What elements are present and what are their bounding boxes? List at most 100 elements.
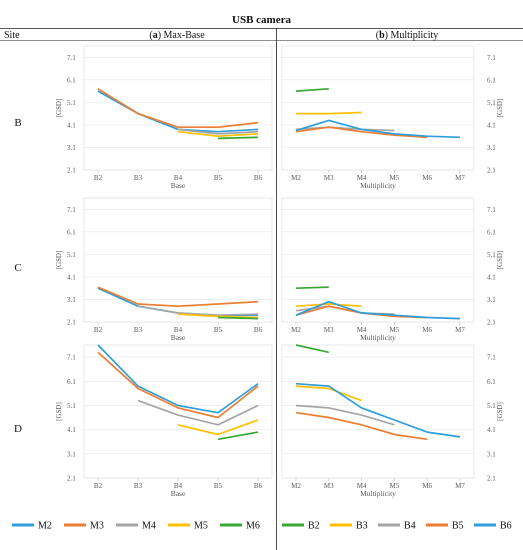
y-tick-label: 5.1 [67, 251, 76, 259]
x-tick-label: M5 [390, 482, 400, 490]
y-axis-label: [GSD] [496, 99, 504, 118]
y-axis-label: [GSD] [55, 99, 63, 118]
y-tick-label: 5.1 [487, 251, 496, 259]
y-tick-label: 3.1 [487, 450, 496, 458]
x-tick-label: M7 [455, 482, 465, 490]
series-line-b3 [296, 111, 362, 115]
series-line-m6 [217, 316, 259, 320]
legend-label-b2: B2 [308, 521, 320, 532]
column-a-header: (a) Max-Base [149, 30, 205, 41]
x-tick-label: M3 [324, 482, 334, 490]
series-line-b6 [295, 300, 461, 320]
x-tick-label: M6 [422, 326, 432, 334]
legend-label-b5: B5 [452, 521, 464, 532]
y-axis-label: [GSD] [496, 251, 504, 270]
series-line-m5 [177, 419, 259, 436]
legend: M2 M3 M4 M5 M6 B2 B3 B4 B5 B6 [12, 521, 512, 532]
x-tick-label: B4 [174, 174, 183, 182]
series-line-m6 [217, 431, 259, 441]
chart-panels: B C D 2.1 3.1 4.1 5.1 6.1 7.1 [GSD] B2 B3 B4 B5 B6 Base… [14, 45, 504, 498]
x-tick-label: M4 [357, 482, 367, 490]
column-b-header-letter: b [379, 30, 385, 41]
x-tick-label: M2 [291, 482, 301, 490]
legend-label-m5: M5 [194, 521, 208, 532]
x-tick-label: M6 [422, 482, 432, 490]
site-label-b: B [14, 117, 21, 129]
y-tick-label: 2.1 [487, 475, 496, 483]
column-a-header-text: Max-Base [161, 30, 205, 41]
y-tick-label: 2.1 [67, 475, 76, 483]
y-tick-label: 4.1 [67, 273, 76, 281]
series-line-b2 [295, 344, 329, 354]
y-tick-label: 3.1 [67, 144, 76, 152]
series-line-b6 [295, 119, 461, 139]
site-b-panel-b: 2.1 3.1 4.1 5.1 6.1 7.1 [GSD] M2 M3 M4 M5 M6 M7 Multi… [281, 45, 504, 190]
series-line-b3 [295, 385, 362, 402]
x-tick-label: M3 [324, 326, 334, 334]
x-axis-label: Multiplicity [360, 181, 396, 190]
x-axis-label: Multiplicity [360, 489, 396, 498]
x-tick-label: B2 [94, 326, 103, 334]
y-tick-label: 5.1 [67, 402, 76, 410]
x-tick-label: B4 [174, 482, 183, 490]
y-axis-label: [GSD] [55, 251, 63, 270]
y-tick-label: 2.1 [487, 319, 496, 327]
series-line-b5 [295, 411, 428, 441]
legend-label-m3: M3 [90, 521, 104, 532]
y-axis-label: [GSD] [55, 402, 63, 421]
y-tick-label: 7.1 [67, 354, 76, 362]
series-line-b2 [295, 87, 329, 92]
y-tick-label: 7.1 [487, 54, 496, 62]
x-tick-label: B3 [134, 326, 143, 334]
x-tick-label: M4 [357, 326, 367, 334]
plot-area [281, 344, 475, 479]
site-d-panel-b: 2.1 3.1 4.1 5.1 6.1 7.1 [GSD] M2 M3 M4 M5 M6 M7 Multi… [281, 344, 504, 498]
site-c-panel-b: 2.1 3.1 4.1 5.1 6.1 7.1 [GSD] M2 M3 M4 M5 M6 M7 Multi… [281, 197, 504, 342]
y-tick-label: 4.1 [487, 426, 496, 434]
y-tick-label: 5.1 [487, 99, 496, 107]
site-d-panel-a: 2.1 3.1 4.1 5.1 6.1 7.1 [GSD] B2 B3 B4 B5 B6 Base [55, 344, 273, 498]
series-line-b4 [295, 404, 395, 426]
y-tick-label: 4.1 [67, 121, 76, 129]
x-tick-label: B2 [94, 174, 103, 182]
y-tick-label: 2.1 [67, 167, 76, 175]
x-tick-label: B2 [94, 482, 103, 490]
site-label-c: C [14, 262, 21, 274]
x-tick-label: B4 [174, 326, 183, 334]
plot-area [83, 197, 273, 323]
x-tick-label: M3 [324, 174, 334, 182]
x-axis-label: Base [171, 181, 186, 190]
series-line-b3 [295, 303, 362, 308]
series-line-m4 [137, 305, 259, 317]
plot-area [83, 45, 273, 171]
y-tick-label: 7.1 [487, 206, 496, 214]
series-line-m2 [97, 344, 259, 414]
x-tick-label: B3 [134, 174, 143, 182]
x-tick-label: B5 [214, 326, 223, 334]
legend-label-b6: B6 [500, 521, 512, 532]
x-tick-label: M6 [422, 174, 432, 182]
series-line-m2 [97, 287, 258, 317]
x-tick-label: M7 [455, 174, 465, 182]
site-header: Site [4, 30, 20, 41]
y-tick-label: 4.1 [487, 121, 496, 129]
series-line-b5 [295, 126, 428, 139]
x-axis-label: Base [171, 333, 186, 342]
y-tick-label: 6.1 [487, 76, 496, 84]
plot-area [281, 197, 475, 323]
x-tick-label: B5 [214, 174, 223, 182]
y-tick-label: 7.1 [67, 54, 76, 62]
x-tick-label: M2 [291, 326, 301, 334]
figure-title: USB camera [232, 14, 291, 26]
x-tick-label: M7 [455, 326, 465, 334]
y-tick-label: 6.1 [67, 76, 76, 84]
series-line-b4 [295, 126, 395, 132]
y-tick-label: 3.1 [67, 450, 76, 458]
column-b-header: (b) Multiplicity [376, 30, 439, 41]
y-axis-label: [GSD] [496, 402, 504, 421]
x-tick-label: B6 [254, 326, 263, 334]
y-tick-label: 6.1 [67, 228, 76, 236]
y-tick-label: 3.1 [67, 296, 76, 304]
y-tick-label: 4.1 [67, 426, 76, 434]
x-axis-label: Base [171, 489, 186, 498]
